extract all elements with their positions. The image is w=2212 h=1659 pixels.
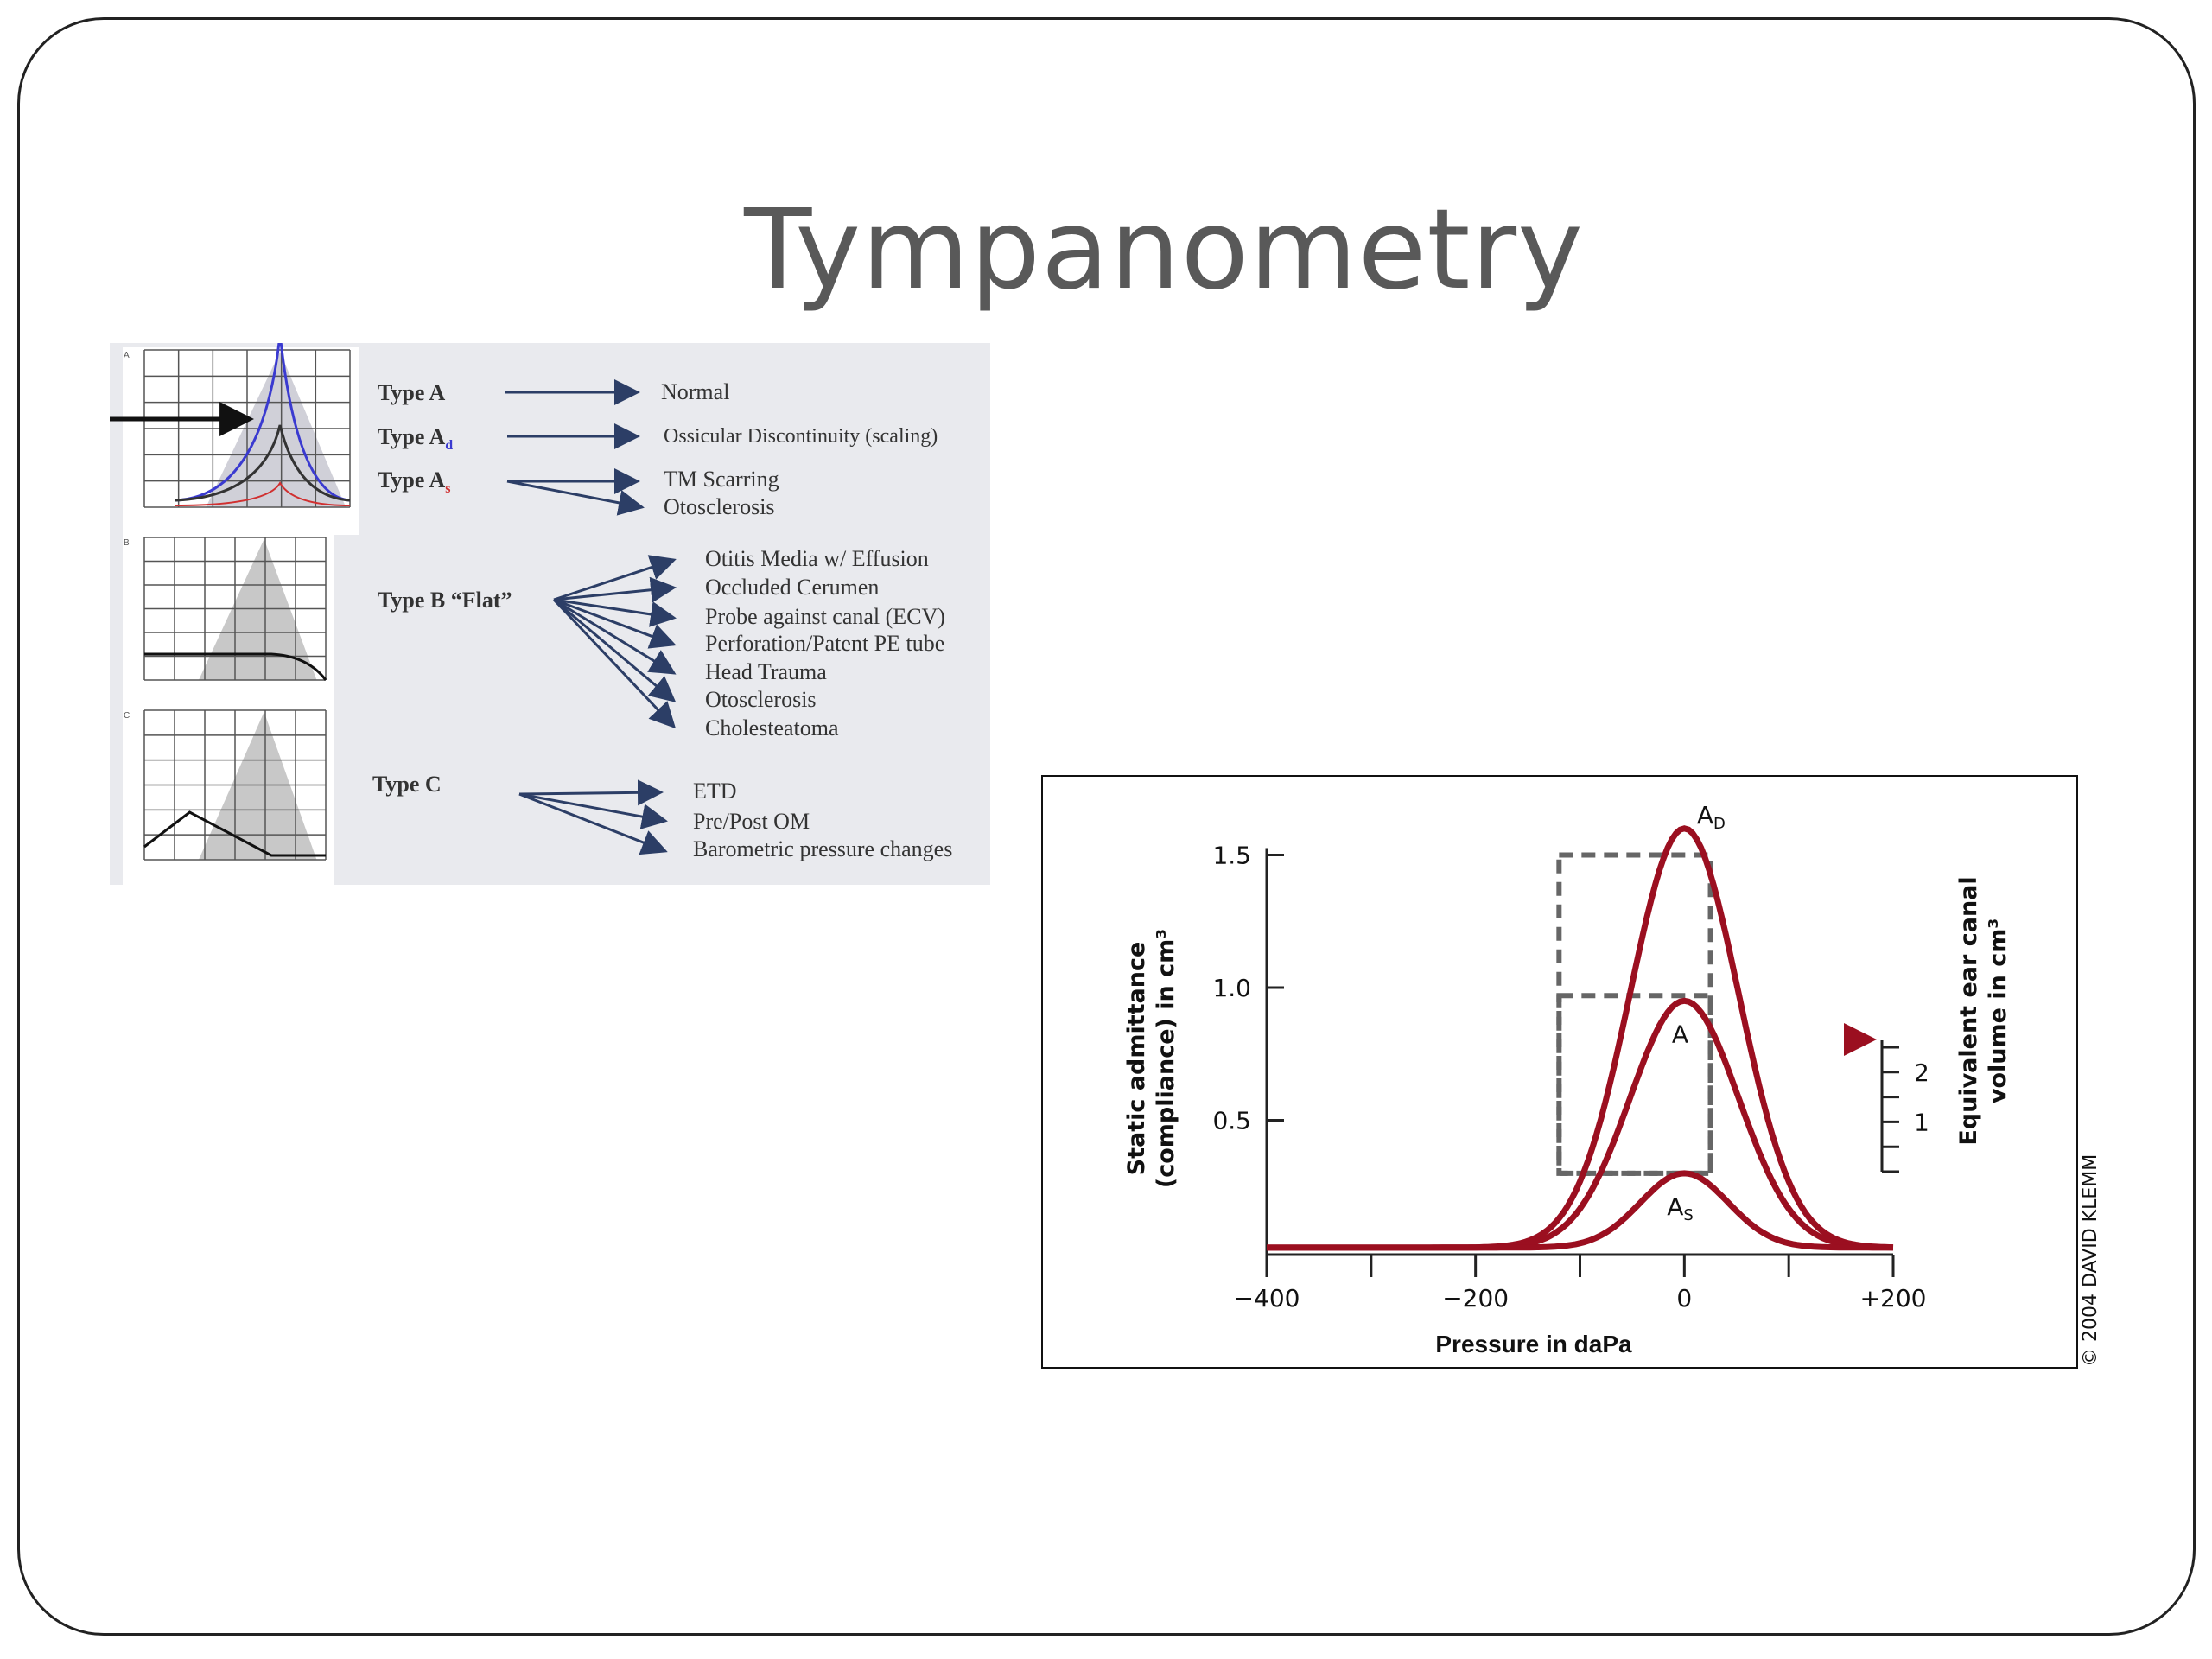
ecv-marker-triangle (1844, 1023, 1877, 1056)
mini-chart-A: A (110, 343, 351, 508)
x-axis-label: Pressure in daPa (1435, 1331, 1632, 1357)
tympanogram-types-diagram: A B C Type A Type Ad Type As Type B “Flat”… (110, 343, 952, 885)
normal-range-shading (199, 712, 317, 860)
y-tick-label: 1.0 (1212, 974, 1251, 1002)
outcome-b-4: Perforation/Patent PE tube (705, 631, 944, 656)
type-c-label: Type C (372, 772, 442, 797)
outcome-b-7: Cholesteatoma (705, 715, 839, 741)
normal-range-box (1556, 852, 1713, 1176)
type-a-curve (175, 424, 351, 502)
outcome-b-5: Head Trauma (705, 659, 827, 684)
mini-chart-C: C (124, 709, 327, 861)
outcome-b-2: Occluded Cerumen (705, 575, 879, 600)
normal-range-box (1556, 993, 1713, 1176)
panel-letter: B (124, 538, 130, 548)
slide-frame (17, 17, 2196, 1636)
type-c-curve (143, 810, 326, 857)
arrow-icon (553, 576, 677, 603)
outcome-c-1: ETD (693, 779, 737, 804)
copyright-credit: © 2004 DAVID KLEMM (2080, 1154, 2101, 1367)
arrow-icon (553, 555, 677, 601)
x-tick-label: −200 (1442, 1284, 1509, 1313)
type-ad-curve (175, 343, 351, 502)
arrow-icon (553, 598, 677, 675)
arrow-icon (553, 598, 677, 702)
x-tick-label: +200 (1860, 1284, 1927, 1313)
y2-axis-label-line2: volume in cm³ (1985, 918, 2012, 1103)
type-a-label: Type A (378, 380, 445, 405)
arrow-icon (506, 480, 645, 516)
y-tick-label: 1.5 (1212, 842, 1251, 870)
outcome-c-2: Pre/Post OM (693, 809, 810, 834)
y-axis-label-line2: (compliance) in cm³ (1153, 929, 1179, 1188)
arrow-icon (553, 598, 677, 627)
type-ad-label: Type Ad (378, 424, 453, 453)
y-tick-label: 0.5 (1212, 1107, 1251, 1135)
arrow-icon (553, 598, 677, 649)
panel-letter: A (124, 351, 130, 360)
outcome-b-3: Probe against canal (ECV) (705, 604, 945, 629)
type-as-curve (175, 481, 351, 506)
y2-axis-label-line1: Equivalent ear canal (1955, 876, 1982, 1145)
curve-label: AD (1697, 801, 1726, 833)
y2-tick-label: 2 (1914, 1058, 1929, 1087)
arrow-icon (518, 792, 668, 855)
mini-chart-B: B (124, 537, 327, 681)
type-b-curve (144, 652, 327, 681)
tympanogram-chart-box (1041, 775, 2078, 1369)
outcome-ossicular: Ossicular Discontinuity (scaling) (664, 425, 938, 448)
curve-A (1267, 997, 1894, 1251)
y-axis-label-line1: Static admittance (1123, 942, 1150, 1176)
outcome-tm-scarring: TM Scarring (664, 467, 779, 492)
panel-letter: C (124, 711, 130, 721)
arrow-icon (518, 792, 668, 830)
slide-title: Tympanometry (744, 186, 1584, 315)
tympanogram-types-figure: A B C Type A Type Ad Type As Type B “Flat”… (110, 343, 990, 885)
arrow-icon (552, 598, 677, 729)
outcome-normal: Normal (661, 379, 729, 404)
y2-tick-label: 1 (1914, 1108, 1929, 1136)
x-tick-label: −400 (1234, 1284, 1300, 1313)
outcome-otosclerosis: Otosclerosis (664, 494, 775, 519)
curve-AD (1267, 825, 1894, 1251)
outcome-c-3: Barometric pressure changes (693, 836, 952, 861)
x-tick-label: 0 (1676, 1284, 1692, 1313)
arrow-icon (518, 779, 664, 806)
type-b-label: Type B “Flat” (378, 588, 512, 613)
outcome-b-1: Otitis Media w/ Effusion (705, 546, 929, 571)
normal-range-shading (199, 539, 317, 680)
curve-AS (1267, 1170, 1893, 1251)
outcome-b-6: Otosclerosis (705, 687, 817, 712)
curve-label: A (1672, 1020, 1688, 1048)
curve-label: AS (1667, 1192, 1694, 1224)
type-as-label: Type As (378, 467, 451, 496)
